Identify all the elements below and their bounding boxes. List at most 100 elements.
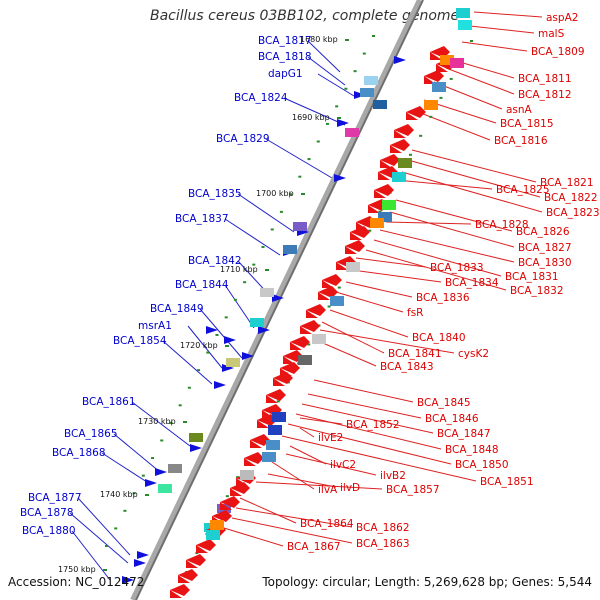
leader-line-right — [313, 379, 414, 403]
leader-line-right — [287, 423, 452, 465]
gc-dot — [429, 115, 433, 118]
leader-line-left — [113, 433, 161, 473]
leader-line-right — [255, 481, 383, 490]
leader-line-right — [395, 199, 513, 232]
gene-label-right: BCA_1867 — [287, 541, 341, 553]
leader-line-left — [69, 512, 129, 564]
gc-dot — [206, 351, 210, 354]
leader-line-left — [162, 340, 213, 385]
gene-box-right — [210, 520, 224, 530]
gene-label-left: BCA_1842 — [188, 255, 242, 267]
leader-line-right — [389, 211, 515, 248]
leader-line-left — [71, 530, 111, 581]
gc-dot — [114, 527, 118, 530]
kbp-marker: 1710 kbp — [220, 265, 258, 274]
gc-dot — [215, 333, 219, 336]
leader-line-right — [411, 149, 537, 183]
gene-label-left: BCA_1835 — [188, 188, 242, 200]
gene-box-right — [424, 100, 438, 110]
leader-line-right — [461, 41, 528, 52]
leader-line-left — [265, 138, 333, 179]
gene-label-left: BCA_1880 — [22, 525, 76, 537]
kbp-marker: 1740 kbp — [100, 490, 138, 499]
kbp-tick — [145, 494, 149, 496]
gc-dot — [337, 286, 341, 289]
gene-box-right — [378, 212, 392, 222]
gene-label-right: BCA_1846 — [425, 413, 479, 425]
gene-box-left — [250, 318, 264, 327]
gc-dot — [261, 246, 265, 249]
gene-box-right — [330, 296, 344, 306]
gene-label-right: BCA_1862 — [356, 522, 410, 534]
gene-label-right: BCA_1823 — [546, 207, 600, 219]
gene-label-left: BCA_1837 — [175, 213, 229, 225]
kbp-marker: 1750 kbp — [58, 565, 96, 574]
gene-arrow-right — [230, 482, 250, 496]
gene-label-left: dapG1 — [268, 68, 303, 80]
leader-line-right — [321, 321, 385, 354]
kbp-tick — [225, 345, 229, 347]
leader-line-right — [299, 417, 343, 425]
kbp-tick — [337, 117, 341, 119]
leader-line-left — [131, 401, 191, 447]
gc-dot — [225, 495, 229, 498]
gc-dot — [276, 400, 280, 403]
gc-dot — [419, 134, 423, 137]
gene-box-right — [398, 158, 412, 168]
gene-box-left — [373, 100, 387, 109]
gene-arrow-left — [190, 444, 202, 452]
gc-dot — [197, 369, 201, 372]
kbp-marker: 1680 kbp — [300, 35, 338, 44]
gc-dot — [307, 343, 311, 346]
kbp-tick — [345, 39, 349, 41]
gc-dot — [439, 96, 443, 99]
gene-box-left — [345, 128, 359, 137]
leader-line-right — [295, 413, 442, 450]
gene-label-right: ilvA — [318, 484, 338, 496]
gene-box-right — [346, 262, 360, 272]
gene-box-right — [440, 55, 454, 65]
leader-line-right — [445, 67, 515, 95]
leader-line-right — [267, 473, 337, 488]
gc-dot — [169, 421, 173, 424]
leader-line-right — [395, 179, 493, 190]
leader-line-left — [77, 497, 131, 556]
gene-box-right — [266, 440, 280, 450]
gene-label-right: BCA_1851 — [480, 476, 534, 488]
gene-arrow-right — [266, 389, 286, 403]
gene-label-right: asnA — [506, 104, 533, 116]
gc-dot — [408, 153, 412, 156]
gene-box-left — [158, 484, 172, 493]
gc-dot — [178, 404, 182, 407]
gene-box-right — [240, 470, 254, 480]
leader-line-right — [299, 427, 315, 438]
gc-dot — [151, 457, 155, 460]
gene-box-right — [268, 425, 282, 435]
gene-box-right — [450, 58, 464, 68]
gene-arrow-left — [258, 326, 270, 334]
leader-line-left — [224, 218, 281, 256]
gc-dot — [362, 52, 366, 55]
gc-dot — [449, 77, 453, 80]
gene-label-right: BCA_1811 — [518, 73, 572, 85]
leader-line-right — [355, 257, 427, 268]
gene-arrow-left — [272, 294, 284, 302]
gc-dot — [195, 552, 199, 555]
gene-label-right: ilvD — [340, 482, 360, 494]
gene-label-right: ilvE2 — [318, 432, 343, 444]
leader-line-right — [407, 159, 541, 198]
leader-line-right — [289, 445, 327, 465]
gene-label-right: ilvC2 — [330, 459, 356, 471]
gene-label-right: BCA_1822 — [544, 192, 598, 204]
gc-dot — [187, 386, 191, 389]
accession-text: Accession: NC_012472 — [8, 575, 145, 589]
kbp-marker: 1700 kbp — [256, 189, 294, 198]
gene-label-right: BCA_1843 — [380, 361, 434, 373]
gene-label-right: BCA_1852 — [346, 419, 400, 431]
gene-box-left — [189, 433, 203, 442]
gc-dot — [368, 229, 372, 232]
gc-dot — [279, 210, 283, 213]
gene-box-left — [260, 288, 274, 297]
leader-line-left — [317, 73, 355, 97]
gene-arrow-left — [334, 174, 346, 182]
